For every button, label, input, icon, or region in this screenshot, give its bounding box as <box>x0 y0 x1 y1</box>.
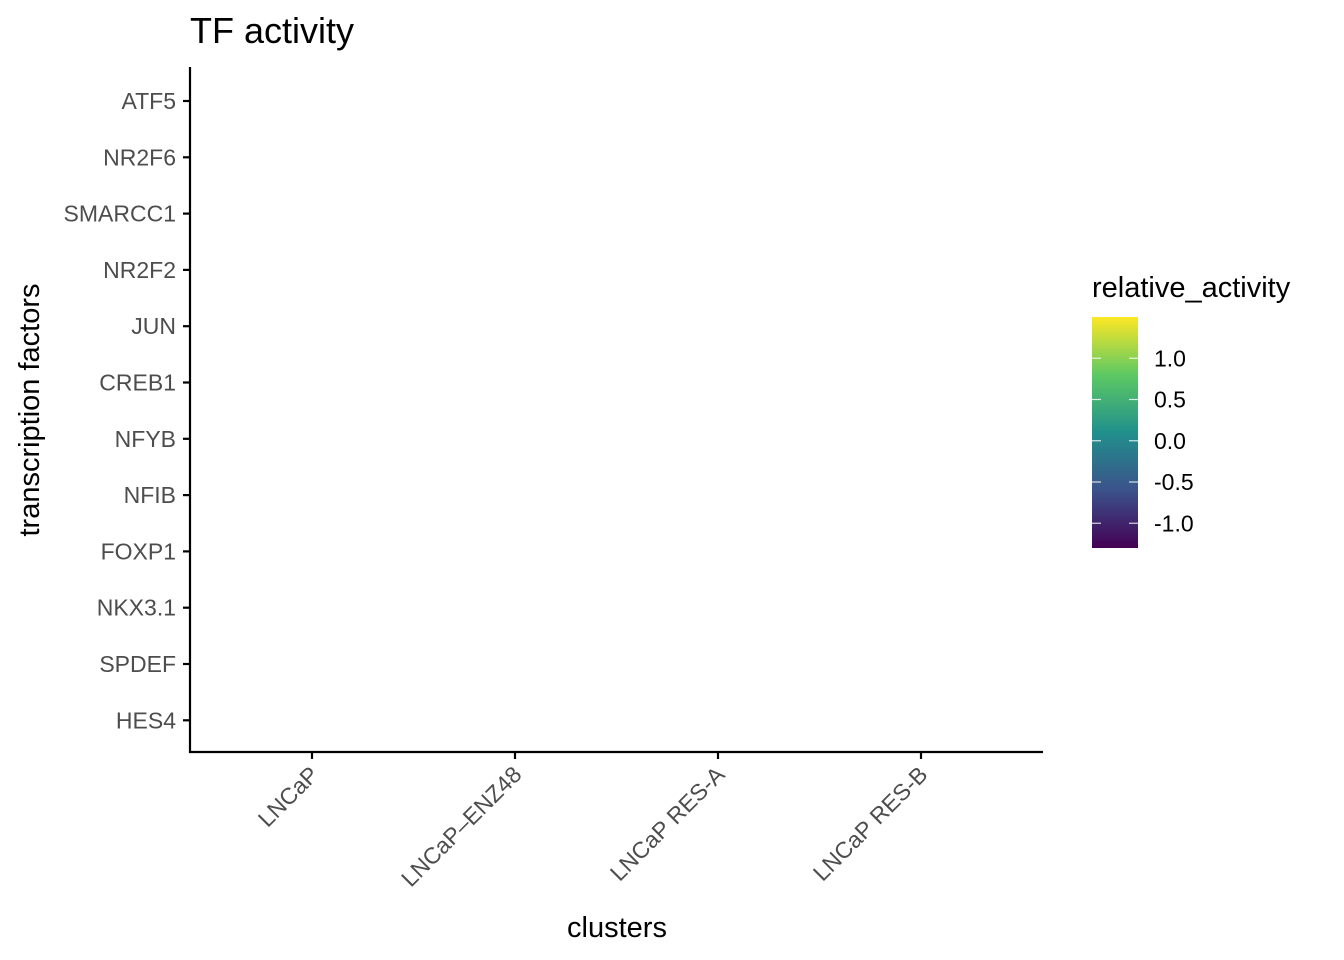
legend-colorbar <box>1092 317 1138 548</box>
legend-tick-label: 0.0 <box>1154 428 1186 454</box>
x-tick-label: LNCaP <box>253 761 324 832</box>
y-tick-label: SMARCC1 <box>64 201 176 227</box>
chart-title: TF activity <box>190 10 354 51</box>
y-tick-label: ATF5 <box>121 88 176 114</box>
x-axis-title: clusters <box>567 912 667 944</box>
y-tick-label: NKX3.1 <box>97 595 176 621</box>
y-axis-ticks: ATF5 NR2F6 SMARCC1 NR2F2 JUN CREB1 NFYB NFIB FOX… <box>64 88 190 733</box>
x-tick-label: LNCaP RES-B <box>808 761 933 886</box>
y-tick-label: NFIB <box>124 482 176 508</box>
y-tick-label: SPDEF <box>99 651 176 677</box>
y-tick-label: NR2F6 <box>103 144 176 170</box>
legend-tick-label: -1.0 <box>1154 510 1194 536</box>
plot-area: ATF5 NR2F6 SMARCC1 NR2F2 JUN CREB1 NFYB NFIB FOX… <box>64 67 1043 892</box>
x-axis-ticks: LNCaP LNCaP–ENZ48 LNCaP RES-A LNCaP RES-B <box>253 752 933 892</box>
legend-tick-label: 0.5 <box>1154 387 1186 413</box>
x-tick-label: LNCaP–ENZ48 <box>396 761 526 891</box>
y-tick-label: NR2F2 <box>103 257 176 283</box>
legend-title: relative_activity <box>1092 272 1291 304</box>
y-tick-label: CREB1 <box>99 370 176 396</box>
color-legend: relative_activity 1.0 0.5 0.0 -0.5 -1.0 <box>1092 272 1291 548</box>
legend-ticks: 1.0 0.5 0.0 -0.5 -1.0 <box>1092 345 1194 536</box>
legend-tick-label: -0.5 <box>1154 469 1194 495</box>
y-tick-label: NFYB <box>115 426 176 452</box>
x-tick-label: LNCaP RES-A <box>605 761 730 886</box>
y-tick-label: JUN <box>131 313 176 339</box>
legend-tick-label: 1.0 <box>1154 345 1186 371</box>
y-tick-label: FOXP1 <box>101 538 176 564</box>
y-axis-title: transcription factors <box>14 283 46 536</box>
y-tick-label: HES4 <box>116 707 176 733</box>
